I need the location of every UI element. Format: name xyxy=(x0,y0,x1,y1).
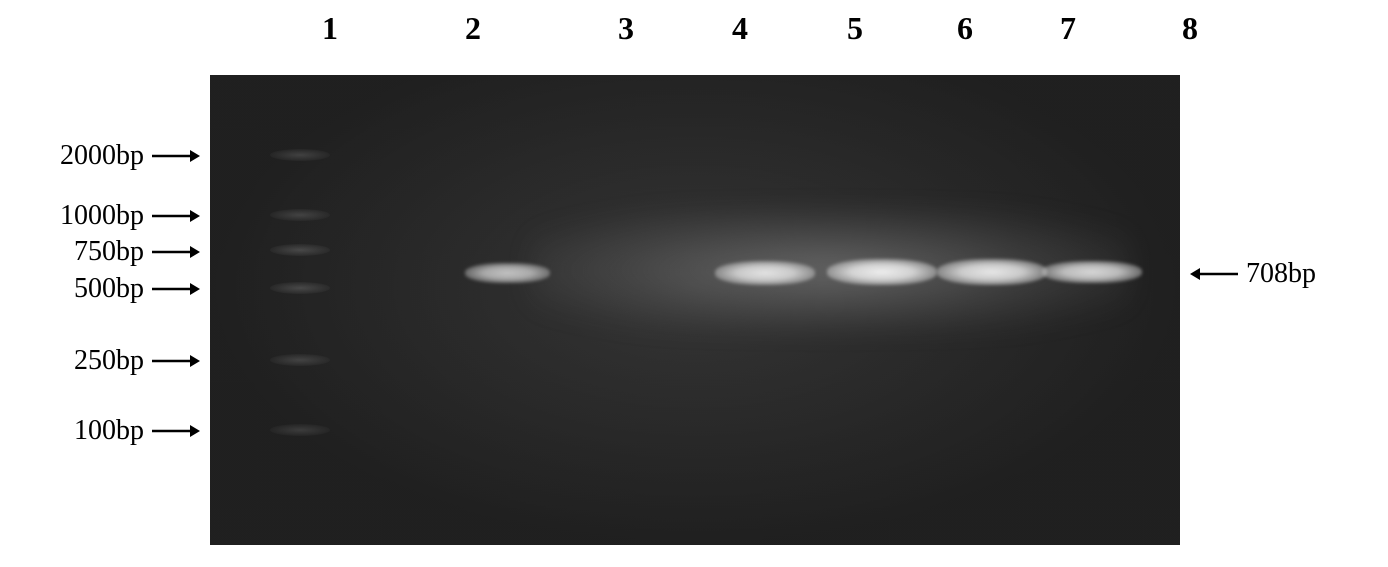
band-lane-4 xyxy=(715,261,815,285)
marker-label-100bp: 100bp xyxy=(0,415,200,447)
ladder-band-2000 xyxy=(270,149,330,161)
ladder-band-500 xyxy=(270,282,330,294)
band-lane-6 xyxy=(937,259,1047,285)
lane-label-5: 5 xyxy=(847,10,863,47)
lane-label-7: 7 xyxy=(1060,10,1076,47)
lane-label-3: 3 xyxy=(618,10,634,47)
band-lane-2 xyxy=(465,263,550,283)
lane-label-4: 4 xyxy=(732,10,748,47)
lane-label-1: 1 xyxy=(322,10,338,47)
gel-image xyxy=(210,75,1180,545)
arrow-right-icon xyxy=(152,273,200,305)
marker-label-500bp: 500bp xyxy=(0,273,200,305)
lane-label-8: 8 xyxy=(1182,10,1198,47)
marker-label-2000bp: 2000bp xyxy=(0,140,200,172)
arrow-left-icon xyxy=(1190,258,1238,290)
marker-text-500bp: 500bp xyxy=(74,273,144,305)
arrow-right-icon xyxy=(152,236,200,268)
arrow-right-icon xyxy=(152,140,200,172)
ladder-band-250 xyxy=(270,354,330,366)
ladder-band-1000 xyxy=(270,209,330,221)
product-text-708bp: 708bp xyxy=(1246,258,1316,290)
ladder-band-750 xyxy=(270,244,330,256)
marker-text-1000bp: 1000bp xyxy=(60,200,144,232)
arrow-right-icon xyxy=(152,200,200,232)
marker-text-750bp: 750bp xyxy=(74,236,144,268)
marker-text-250bp: 250bp xyxy=(74,345,144,377)
product-label-708bp: 708bp xyxy=(1190,258,1316,290)
lane-label-2: 2 xyxy=(465,10,481,47)
marker-label-750bp: 750bp xyxy=(0,236,200,268)
marker-label-250bp: 250bp xyxy=(0,345,200,377)
marker-text-100bp: 100bp xyxy=(74,415,144,447)
arrow-right-icon xyxy=(152,345,200,377)
marker-label-1000bp: 1000bp xyxy=(0,200,200,232)
lane-labels-row: 1 2 3 4 5 6 7 8 xyxy=(0,0,1388,60)
arrow-right-icon xyxy=(152,415,200,447)
band-lane-5 xyxy=(827,259,937,285)
lane-label-6: 6 xyxy=(957,10,973,47)
ladder-band-100 xyxy=(270,424,330,436)
band-lane-7 xyxy=(1042,261,1142,283)
marker-text-2000bp: 2000bp xyxy=(60,140,144,172)
